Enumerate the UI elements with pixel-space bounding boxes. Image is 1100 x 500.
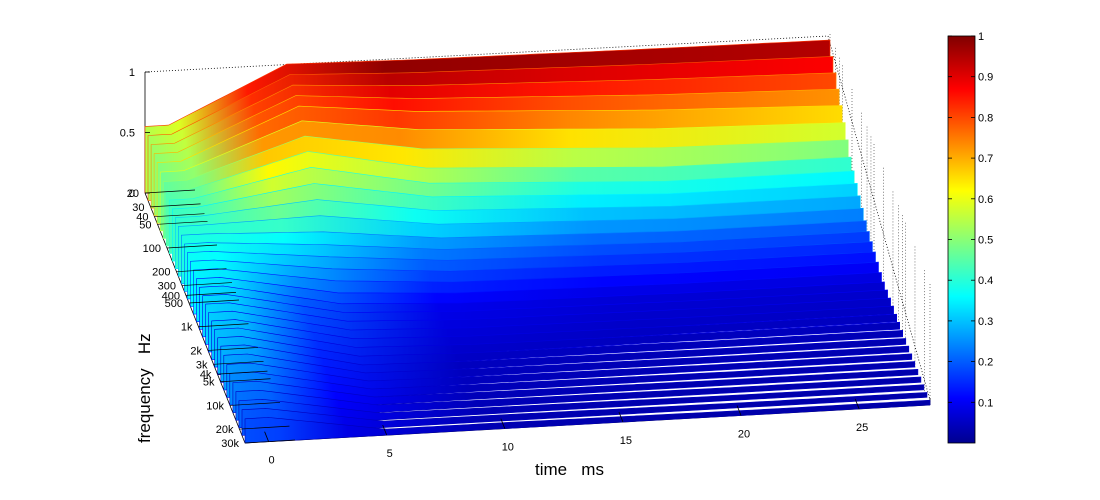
surface-strip [235, 376, 922, 421]
y-tick-label: 100 [143, 243, 161, 255]
z-axis-ticks: 00.51 [120, 67, 150, 200]
surface-strip [238, 384, 925, 429]
y-tick-mark [217, 370, 268, 375]
waterfall-surface [144, 39, 931, 444]
y-tick-mark [150, 203, 201, 208]
y-tick-label: 3k [196, 359, 208, 371]
x-tick-mark [618, 411, 624, 423]
colorbar-tick-label: 0.3 [978, 316, 993, 328]
y-tick-label: 20 [127, 188, 139, 200]
colorbar-tick-label: 0.2 [978, 357, 993, 369]
y-tick-label: 4k [200, 369, 212, 381]
surface-strip [220, 338, 907, 383]
y-tick-label: 200 [152, 267, 170, 279]
x-tick-label: 25 [856, 422, 868, 434]
surface-strip [241, 392, 928, 436]
colorbar-tick-label: 0.5 [978, 235, 993, 247]
x-tick-label: 0 [269, 455, 275, 467]
surface-strip [229, 361, 916, 406]
y-tick-label: 500 [165, 298, 183, 310]
y-tick-label: 1k [181, 322, 193, 334]
right-wall-edge [827, 35, 931, 401]
y-axis-title: frequency Hz [135, 333, 154, 443]
y-tick-mark [144, 189, 196, 194]
x-tick-mark [854, 398, 860, 410]
y-tick-mark [213, 360, 264, 365]
x-tick-label: 5 [387, 448, 393, 460]
x-tick-label: 10 [502, 442, 514, 454]
y-tick-label: 50 [139, 219, 151, 231]
y-tick-mark [220, 378, 271, 383]
colorbar: 0.1 0.2 0.3 0.4 0.5 0.6 0.7 0.8 0.9 1 [947, 31, 993, 444]
y-tick-mark [182, 282, 233, 286]
colorbar-tick-label: 0.7 [978, 153, 993, 165]
y-tick-mark [229, 402, 280, 406]
x-tick-mark [736, 405, 742, 416]
surface-strip [223, 345, 910, 391]
y-tick-mark [244, 439, 296, 444]
y-tick-mark [185, 292, 236, 296]
y-tick-label: 300 [158, 281, 176, 293]
surface-strip [232, 368, 919, 414]
y-tick-mark [207, 347, 258, 351]
z-tick-label: 1 [129, 67, 135, 79]
surface-strip [226, 353, 913, 398]
y-tick-mark [198, 323, 249, 328]
y-tick-mark [166, 244, 218, 249]
x-tick-label: 20 [738, 428, 750, 440]
y-tick-label: 2k [190, 345, 202, 357]
colorbar-ticks: 0.1 0.2 0.3 0.4 0.5 0.6 0.7 0.8 0.9 1 [948, 31, 993, 409]
x-tick-mark [500, 418, 506, 429]
y-tick-label: 30 [132, 202, 144, 214]
colorbar-tick-label: 0.8 [978, 112, 993, 124]
y-axis-line [144, 192, 246, 444]
surface-strip [217, 329, 903, 376]
z-tick-label: 0 [129, 188, 135, 200]
y-tick-label: 10k [206, 400, 224, 412]
colorbar-tick-label: 0.6 [978, 194, 993, 206]
y-tick-mark [188, 299, 240, 304]
colorbar-tick-label: 0.1 [978, 397, 993, 409]
x-tick-mark [264, 431, 269, 442]
colorbar-tick-label: 0.4 [978, 275, 993, 287]
colorbar-tick-label: 0.9 [978, 72, 993, 84]
y-tick-label: 400 [162, 290, 180, 302]
x-tick-label: 15 [620, 435, 632, 447]
surface-strip [244, 399, 931, 444]
x-axis-ticks: 0 5 10 15 20 25 [264, 398, 868, 467]
colorbar-tick-label: 1 [978, 31, 984, 43]
y-tick-label: 30k [221, 438, 239, 450]
y-tick-mark [154, 213, 205, 218]
x-tick-mark [382, 424, 388, 436]
colorbar-gradient [947, 35, 976, 444]
y-tick-label: 5k [203, 377, 215, 389]
y-tick-label: 40 [136, 212, 148, 224]
y-tick-mark [176, 268, 227, 273]
y-tick-label: 20k [216, 424, 234, 436]
x-axis-title: time ms [535, 460, 604, 479]
y-tick-mark [157, 220, 208, 225]
y-tick-mark [239, 425, 290, 430]
z-tick-label: 0.5 [120, 128, 135, 140]
